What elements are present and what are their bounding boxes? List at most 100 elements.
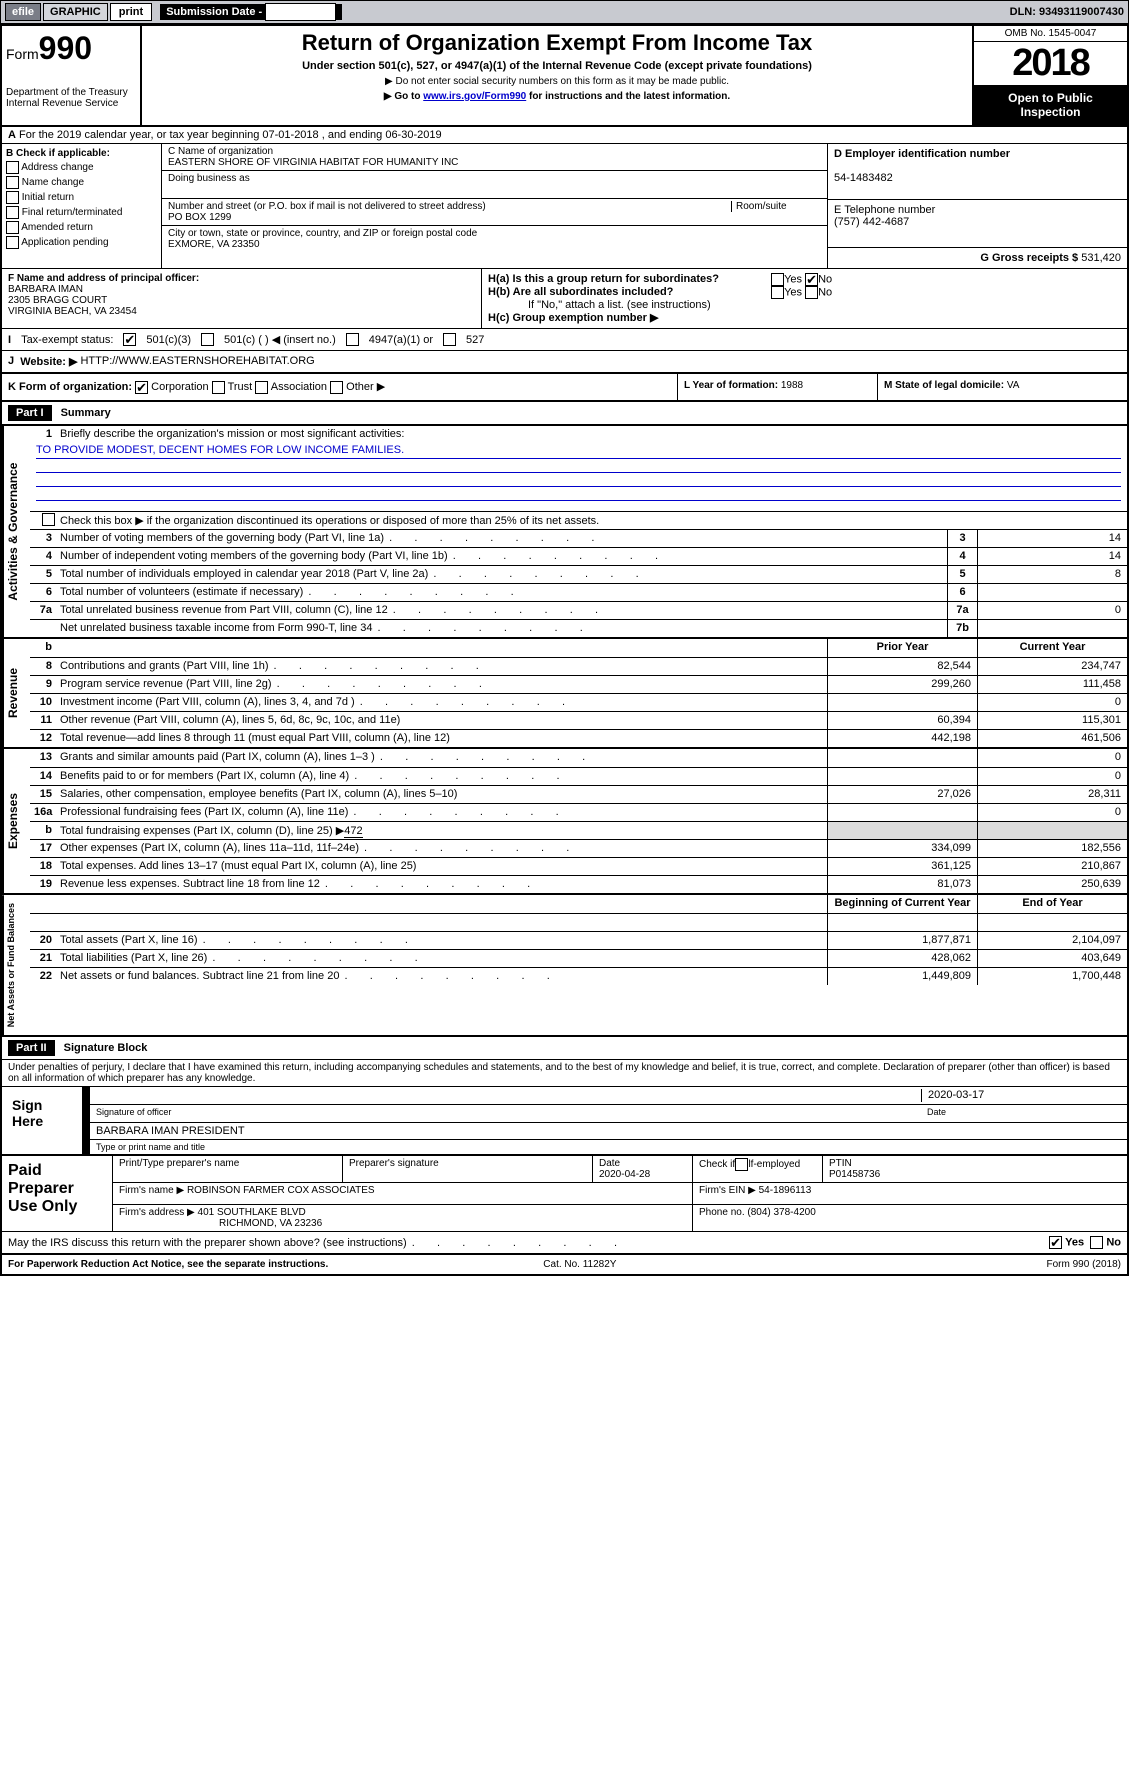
check-name-change[interactable]: Name change bbox=[6, 176, 157, 189]
check-trust[interactable] bbox=[212, 381, 225, 394]
check-association[interactable] bbox=[255, 381, 268, 394]
c15: 28,311 bbox=[977, 786, 1127, 803]
tab-governance: Activities & Governance bbox=[2, 426, 30, 638]
graphic-button[interactable]: GRAPHIC bbox=[43, 3, 108, 21]
q7a: Total unrelated business revenue from Pa… bbox=[56, 602, 947, 619]
tab-revenue: Revenue bbox=[2, 639, 30, 747]
section-h: H(a) Is this a group return for subordin… bbox=[482, 269, 1127, 328]
firm-name: ROBINSON FARMER COX ASSOCIATES bbox=[187, 1185, 375, 1196]
q4: Number of independent voting members of … bbox=[56, 548, 947, 565]
part2-title: Signature Block bbox=[58, 1040, 154, 1056]
b21: 428,062 bbox=[827, 950, 977, 967]
check-application-pending[interactable]: Application pending bbox=[6, 236, 157, 249]
footer-cat: Cat. No. 11282Y bbox=[543, 1259, 616, 1270]
row-form-org: K Form of organization: Corporation Trus… bbox=[2, 374, 677, 400]
submission-label: Submission Date - 2020-04-28 bbox=[160, 4, 341, 20]
p10 bbox=[827, 694, 977, 711]
q5: Total number of individuals employed in … bbox=[56, 566, 947, 583]
firm-addr-label: Firm's address ▶ bbox=[119, 1207, 195, 1218]
v3: 14 bbox=[977, 530, 1127, 547]
l19: Revenue less expenses. Subtract line 18 … bbox=[56, 876, 827, 893]
c8: 234,747 bbox=[977, 658, 1127, 675]
c16a: 0 bbox=[977, 804, 1127, 821]
firm-ein: 54-1896113 bbox=[759, 1185, 812, 1196]
check-address-change[interactable]: Address change bbox=[6, 161, 157, 174]
label-address: Number and street (or P.O. box if mail i… bbox=[168, 201, 731, 212]
year-formation: L Year of formation: 1988 bbox=[677, 374, 877, 400]
form-subtitle: Under section 501(c), 527, or 4947(a)(1)… bbox=[146, 60, 968, 72]
p8: 82,544 bbox=[827, 658, 977, 675]
label-dba: Doing business as bbox=[168, 173, 250, 184]
declaration: Under penalties of perjury, I declare th… bbox=[2, 1060, 1127, 1087]
check-4947[interactable] bbox=[346, 333, 359, 346]
col-boy: Beginning of Current Year bbox=[827, 895, 977, 913]
v7a: 0 bbox=[977, 602, 1127, 619]
c19: 250,639 bbox=[977, 876, 1127, 893]
l9: Program service revenue (Part VIII, line… bbox=[56, 676, 827, 693]
check-final-return[interactable]: Final return/terminated bbox=[6, 206, 157, 219]
v5: 8 bbox=[977, 566, 1127, 583]
check-discuss-yes[interactable] bbox=[1049, 1236, 1062, 1249]
print-button[interactable]: print bbox=[110, 3, 152, 21]
sig-name: BARBARA IMAN PRESIDENT bbox=[90, 1123, 1127, 1140]
check-amended[interactable]: Amended return bbox=[6, 221, 157, 234]
p15: 27,026 bbox=[827, 786, 977, 803]
form-title: Return of Organization Exempt From Incom… bbox=[146, 30, 968, 56]
check-corporation[interactable] bbox=[135, 381, 148, 394]
q2: Check this box ▶ if the organization dis… bbox=[56, 512, 1127, 530]
discuss-question: May the IRS discuss this return with the… bbox=[8, 1237, 619, 1249]
c9: 111,458 bbox=[977, 676, 1127, 693]
b20: 1,877,871 bbox=[827, 932, 977, 949]
firm-ein-label: Firm's EIN ▶ bbox=[699, 1185, 759, 1196]
sig-officer-label: Signature of officer bbox=[96, 1107, 921, 1120]
tab-expenses: Expenses bbox=[2, 749, 30, 893]
check-501c[interactable] bbox=[201, 333, 214, 346]
sig-date-label: Date bbox=[921, 1107, 1121, 1120]
label-phone: E Telephone number bbox=[834, 204, 935, 216]
col-preparer-sig: Preparer's signature bbox=[342, 1156, 592, 1182]
ptin: P01458736 bbox=[829, 1169, 880, 1180]
footer-pra: For Paperwork Reduction Act Notice, see … bbox=[8, 1259, 328, 1270]
l21: Total liabilities (Part X, line 26) bbox=[56, 950, 827, 967]
col-current: Current Year bbox=[977, 639, 1127, 657]
check-initial-return[interactable]: Initial return bbox=[6, 191, 157, 204]
l8: Contributions and grants (Part VIII, lin… bbox=[56, 658, 827, 675]
l10: Investment income (Part VIII, column (A)… bbox=[56, 694, 827, 711]
p17: 334,099 bbox=[827, 840, 977, 857]
check-501c3[interactable] bbox=[123, 333, 136, 346]
check-other[interactable] bbox=[330, 381, 343, 394]
p12: 442,198 bbox=[827, 730, 977, 747]
label-org-name: C Name of organization bbox=[168, 146, 273, 157]
open-public-badge: Open to Public Inspection bbox=[974, 85, 1127, 125]
mission-text: TO PROVIDE MODEST, DECENT HOMES FOR LOW … bbox=[36, 444, 1121, 459]
line-a: A For the 2019 calendar year, or tax yea… bbox=[2, 127, 1127, 144]
q6: Total number of volunteers (estimate if … bbox=[56, 584, 947, 601]
q1: Briefly describe the organization's miss… bbox=[56, 426, 1127, 444]
section-f: F Name and address of principal officer:… bbox=[2, 269, 482, 328]
check-discuss-no[interactable] bbox=[1090, 1236, 1103, 1249]
q3: Number of voting members of the governin… bbox=[56, 530, 947, 547]
top-bar: efile GRAPHIC print Submission Date - 20… bbox=[0, 0, 1129, 24]
p19: 81,073 bbox=[827, 876, 977, 893]
dept-label: Department of the Treasury bbox=[6, 87, 136, 98]
part2-header: Part II bbox=[8, 1040, 55, 1056]
c17: 182,556 bbox=[977, 840, 1127, 857]
omb-number: OMB No. 1545-0047 bbox=[974, 26, 1127, 42]
b22: 1,449,809 bbox=[827, 968, 977, 985]
l22: Net assets or fund balances. Subtract li… bbox=[56, 968, 827, 985]
p14 bbox=[827, 768, 977, 785]
section-b: B Check if applicable: Address change Na… bbox=[2, 144, 162, 268]
sign-here-label: Sign Here bbox=[2, 1087, 82, 1154]
efile-button[interactable]: efile bbox=[5, 3, 41, 21]
part1-title: Summary bbox=[55, 405, 117, 421]
v6 bbox=[977, 584, 1127, 601]
irs-link[interactable]: www.irs.gov/Form990 bbox=[423, 91, 526, 102]
form-number: Form990 bbox=[6, 30, 136, 67]
check-527[interactable] bbox=[443, 333, 456, 346]
sig-name-label: Type or print name and title bbox=[90, 1140, 1127, 1154]
l15: Salaries, other compensation, employee b… bbox=[56, 786, 827, 803]
c12: 461,506 bbox=[977, 730, 1127, 747]
c18: 210,867 bbox=[977, 858, 1127, 875]
tab-net-assets: Net Assets or Fund Balances bbox=[2, 895, 30, 1035]
officer-addr1: 2305 BRAGG COURT bbox=[8, 295, 107, 306]
